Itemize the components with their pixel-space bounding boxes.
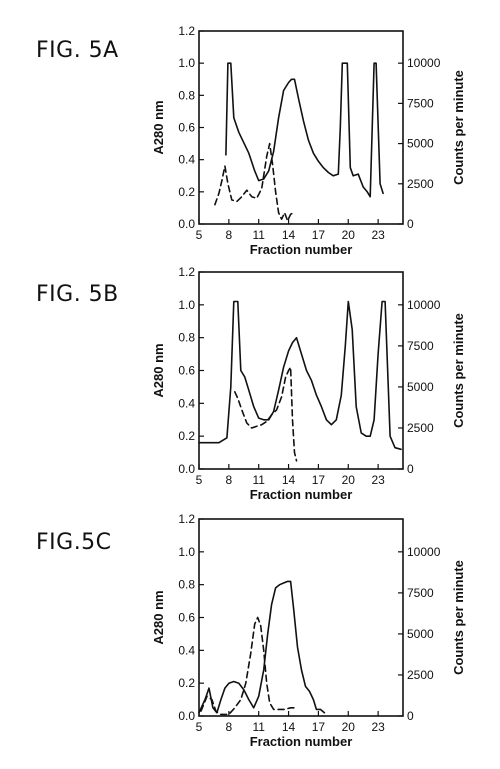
y2-axis-title: Counts per minute [451, 313, 466, 428]
y2-tick-label: 7500 [407, 96, 434, 110]
y2-tick-label: 2500 [407, 668, 434, 682]
x-tick-label: 11 [252, 720, 265, 734]
x-tick-label: 8 [226, 473, 233, 487]
x-tick-label: 23 [371, 228, 385, 242]
x-tick-label: 14 [282, 473, 296, 487]
x-tick-label: 23 [371, 720, 385, 734]
y-tick-label: 0.6 [178, 611, 195, 625]
y-tick-label: 0.0 [178, 709, 195, 723]
y2-axis-title: Counts per minute [451, 70, 466, 185]
fig-label-5a: FIG. 5A [36, 38, 119, 63]
y-tick-label: 0.8 [178, 578, 195, 592]
y2-tick-label: 7500 [407, 586, 434, 600]
fig-label-5b: FIG. 5B [36, 282, 119, 307]
y-tick-label: 1.2 [178, 24, 195, 38]
y-tick-label: 1.0 [178, 298, 195, 312]
x-tick-label: 11 [252, 228, 265, 242]
x-tick-label: 8 [226, 228, 233, 242]
y2-tick-label: 5000 [407, 137, 434, 151]
radioactivity-dashed-line [234, 366, 298, 462]
y2-axis-title: Counts per minute [451, 560, 466, 675]
y2-tick-label: 2500 [407, 421, 434, 435]
x-tick-label: 8 [226, 720, 233, 734]
x-tick-label: 20 [342, 720, 356, 734]
absorbance-solid-line [198, 580, 326, 714]
x-tick-label: 5 [196, 228, 203, 242]
y-tick-label: 0.2 [178, 676, 195, 690]
y2-tick-label: 10000 [407, 298, 441, 312]
y-tick-label: 0.6 [178, 364, 195, 378]
y-tick-label: 0.2 [178, 185, 195, 199]
y-axis-title: A280 nm [151, 590, 166, 644]
x-tick-label: 14 [282, 720, 296, 734]
x-axis-title: Fraction number [250, 734, 353, 749]
y-tick-label: 0.0 [178, 217, 195, 231]
x-tick-label: 17 [312, 473, 326, 487]
y-tick-label: 0.2 [178, 429, 195, 443]
y2-tick-label: 5000 [407, 380, 434, 394]
x-tick-label: 23 [371, 473, 385, 487]
radioactivity-dashed-line [200, 616, 298, 716]
x-tick-label: 20 [342, 228, 356, 242]
y2-tick-label: 10000 [407, 545, 441, 559]
y2-tick-label: 0 [407, 709, 414, 723]
y2-tick-label: 5000 [407, 627, 434, 641]
y2-tick-label: 7500 [407, 339, 434, 353]
y2-tick-label: 2500 [407, 177, 434, 191]
y-tick-label: 0.8 [178, 331, 195, 345]
y-tick-label: 0.4 [178, 153, 195, 167]
chart-panel-5b: 0.0 0.2 0.4 0.6 0.8 1.0 1.2 0 2500 5000 7500 10000 5… [151, 265, 466, 502]
chart-panel-5c: 0.0 0.2 0.4 0.6 0.8 1.0 1.2 0 2500 5000 7500 10000 5… [151, 512, 466, 749]
chart-panel-5a: 0.0 0.2 0.4 0.6 0.8 1.0 1.2 0 2500 5000 7500 10000 5… [151, 24, 466, 257]
y-tick-label: 0.8 [178, 88, 195, 102]
plot-frame [198, 518, 404, 717]
absorbance-solid-line [225, 62, 384, 198]
y-tick-label: 0.4 [178, 643, 195, 657]
plot-frame [198, 271, 404, 470]
x-tick-label: 17 [312, 228, 326, 242]
y2-tick-label: 0 [407, 462, 414, 476]
absorbance-solid-line [198, 300, 402, 451]
y2-tick-label: 10000 [407, 56, 441, 70]
y-tick-label: 0.4 [178, 396, 195, 410]
y-tick-label: 1.0 [178, 56, 195, 70]
y-tick-label: 0.0 [178, 462, 195, 476]
x-tick-label: 14 [282, 228, 296, 242]
x-tick-label: 5 [196, 720, 203, 734]
x-tick-label: 17 [312, 720, 326, 734]
y-tick-label: 1.0 [178, 545, 195, 559]
fig-label-5c: FIG.5C [36, 530, 112, 555]
y-tick-label: 0.6 [178, 121, 195, 135]
x-axis-title: Fraction number [250, 487, 353, 502]
x-tick-label: 5 [196, 473, 203, 487]
y-axis-title: A280 nm [151, 100, 166, 154]
y-axis-title: A280 nm [151, 343, 166, 397]
y2-tick-label: 0 [407, 217, 414, 231]
x-tick-label: 20 [342, 473, 356, 487]
x-axis-title: Fraction number [250, 242, 353, 257]
radioactivity-dashed-line [214, 142, 295, 222]
x-tick-label: 11 [252, 473, 265, 487]
y-tick-label: 1.2 [178, 512, 195, 526]
y-tick-label: 1.2 [178, 265, 195, 279]
